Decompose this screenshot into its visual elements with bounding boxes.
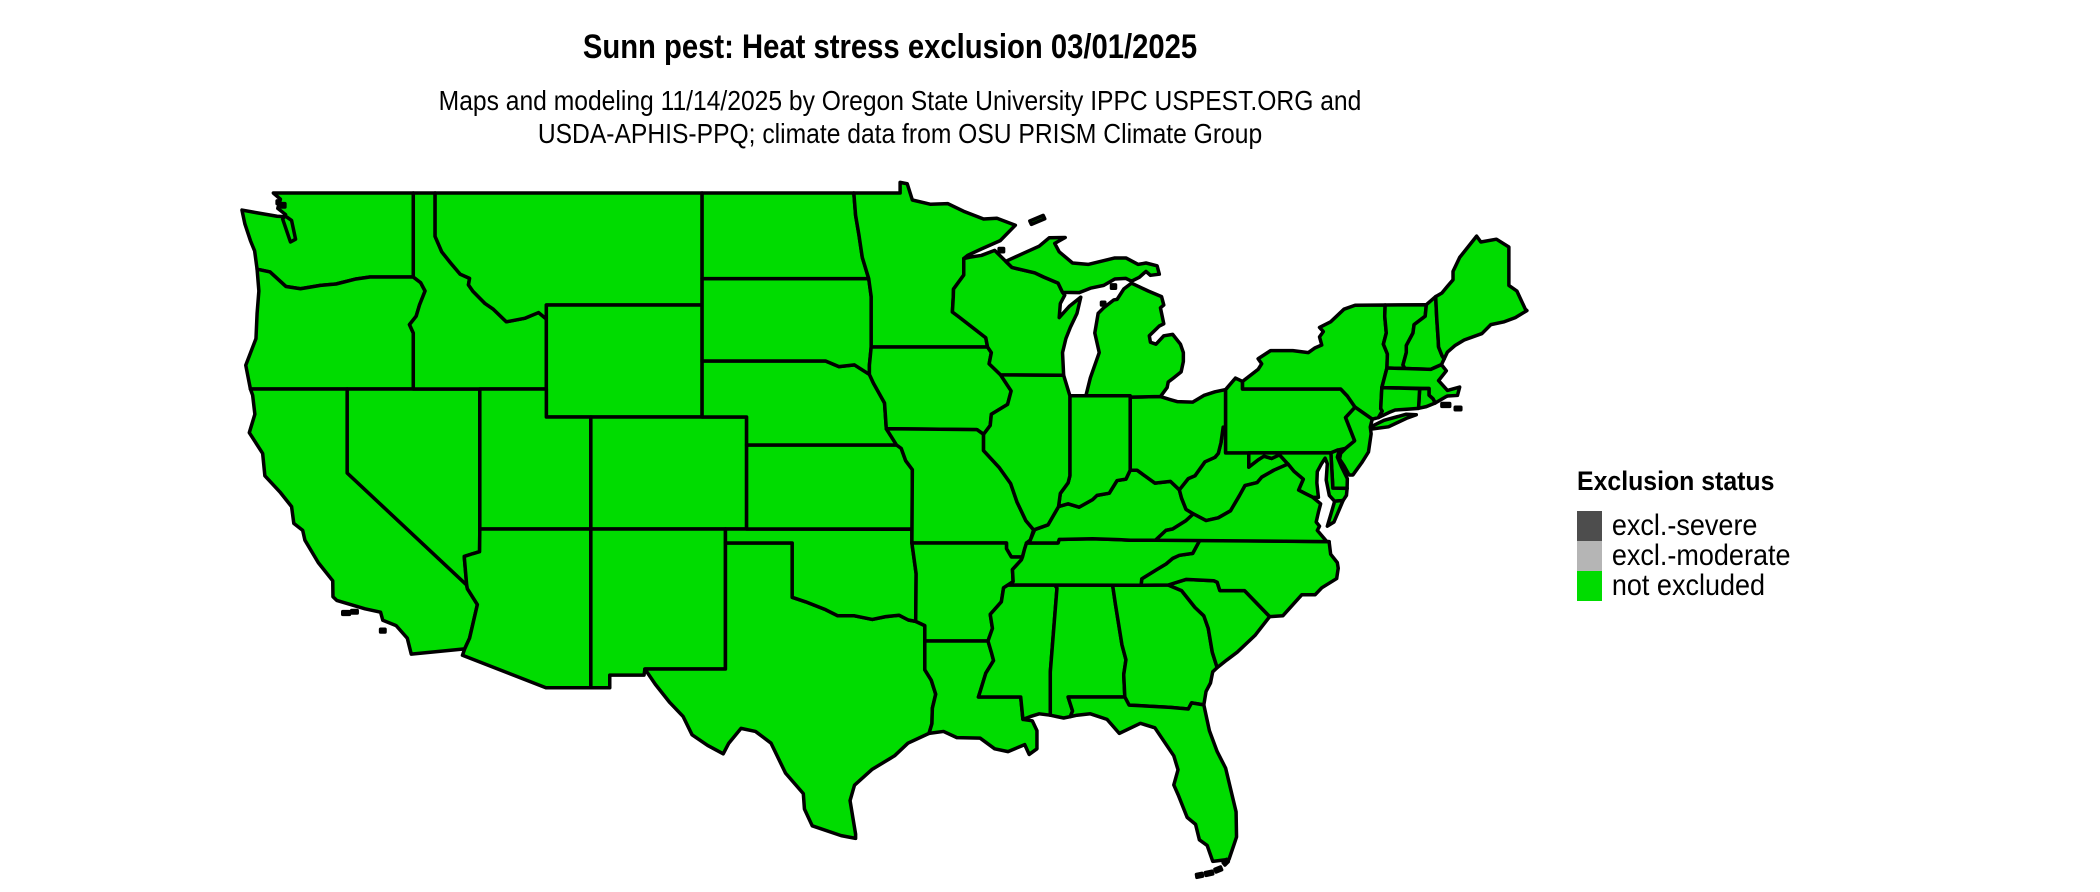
islands bbox=[277, 201, 1461, 877]
san-juan-island bbox=[277, 201, 280, 204]
state-michigan-upper bbox=[1006, 238, 1160, 293]
state-colorado bbox=[591, 417, 747, 529]
exclusion-status-legend: Exclusion status excl.-severe excl.-mode… bbox=[1577, 466, 1811, 601]
state-michigan-lower bbox=[1086, 283, 1183, 397]
state-arizona bbox=[462, 529, 590, 688]
florida-keys-island bbox=[1205, 871, 1212, 875]
legend-swatch-not-excluded bbox=[1577, 571, 1602, 601]
manitou-island bbox=[1101, 302, 1104, 305]
beaver-island bbox=[1111, 285, 1115, 288]
state-maine bbox=[1436, 236, 1527, 359]
subtitle-line-2: USDA-APHIS-PPQ; climate data from OSU PR… bbox=[537, 118, 1263, 149]
legend-title: Exclusion status bbox=[1577, 466, 1775, 496]
legend-swatch-severe bbox=[1577, 511, 1602, 541]
state-florida bbox=[1068, 697, 1236, 861]
channel-island bbox=[343, 612, 350, 615]
state-illinois bbox=[984, 375, 1070, 530]
channel-island bbox=[352, 610, 358, 613]
state-kansas bbox=[747, 445, 913, 529]
legend-row-moderate: excl.-moderate bbox=[1577, 541, 1811, 571]
map-subtitle: Maps and modeling 11/14/2025 by Oregon S… bbox=[108, 84, 1692, 150]
map-title: Sunn pest: Heat stress exclusion 03/01/2… bbox=[582, 28, 1198, 66]
florida-keys-island bbox=[1223, 859, 1228, 865]
marthas-vineyard-island bbox=[1442, 404, 1450, 407]
virginia-eastern-shore bbox=[1327, 500, 1343, 526]
state-new-jersey bbox=[1340, 407, 1373, 475]
state-ohio bbox=[1130, 390, 1225, 490]
nantucket-island bbox=[1455, 407, 1461, 410]
florida-keys-island bbox=[1215, 867, 1222, 872]
long-island bbox=[1370, 414, 1416, 429]
florida-keys-island bbox=[1196, 873, 1202, 877]
isle-royale-island bbox=[1030, 215, 1045, 224]
legend-label-severe: excl.-severe bbox=[1611, 509, 1758, 542]
state-new-mexico bbox=[591, 529, 726, 688]
legend-label-moderate: excl.-moderate bbox=[1611, 539, 1791, 572]
legend-row-not-excluded: not excluded bbox=[1577, 571, 1811, 601]
state-south-dakota bbox=[702, 279, 871, 375]
san-juan-island bbox=[282, 204, 285, 207]
state-connecticut bbox=[1378, 388, 1419, 418]
state-wyoming bbox=[546, 305, 702, 417]
legend-swatch-moderate bbox=[1577, 541, 1602, 571]
apostle-island bbox=[999, 248, 1003, 251]
state-north-dakota bbox=[702, 193, 869, 279]
channel-island bbox=[381, 629, 385, 632]
state-virginia bbox=[1156, 464, 1330, 542]
state-oregon bbox=[246, 269, 425, 389]
legend-label-not-excluded: not excluded bbox=[1611, 569, 1766, 602]
subtitle-line-1: Maps and modeling 11/14/2025 by Oregon S… bbox=[438, 85, 1362, 116]
legend-row-severe: excl.-severe bbox=[1577, 511, 1811, 541]
state-maryland bbox=[1249, 453, 1347, 501]
